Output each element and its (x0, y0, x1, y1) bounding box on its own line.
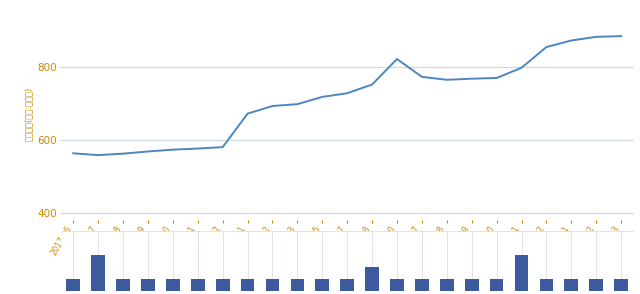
Bar (116, 279, 130, 291)
Bar (266, 279, 279, 291)
Bar (67, 279, 80, 291)
Bar (540, 279, 554, 291)
Bar (365, 267, 379, 291)
Bar (490, 279, 504, 291)
Bar (440, 279, 454, 291)
Bar (614, 279, 628, 291)
Bar (465, 279, 479, 291)
Bar (166, 279, 180, 291)
Bar (216, 279, 230, 291)
Bar (191, 279, 205, 291)
Bar (589, 279, 603, 291)
Bar (241, 279, 255, 291)
Bar (291, 279, 304, 291)
Bar (92, 255, 105, 291)
Bar (316, 279, 329, 291)
Bar (515, 255, 529, 291)
Bar (141, 279, 155, 291)
Bar (415, 279, 429, 291)
Bar (340, 279, 354, 291)
Y-axis label: 거래금액(단위:백만원): 거래금액(단위:백만원) (24, 87, 33, 141)
Bar (564, 279, 578, 291)
Bar (390, 279, 404, 291)
